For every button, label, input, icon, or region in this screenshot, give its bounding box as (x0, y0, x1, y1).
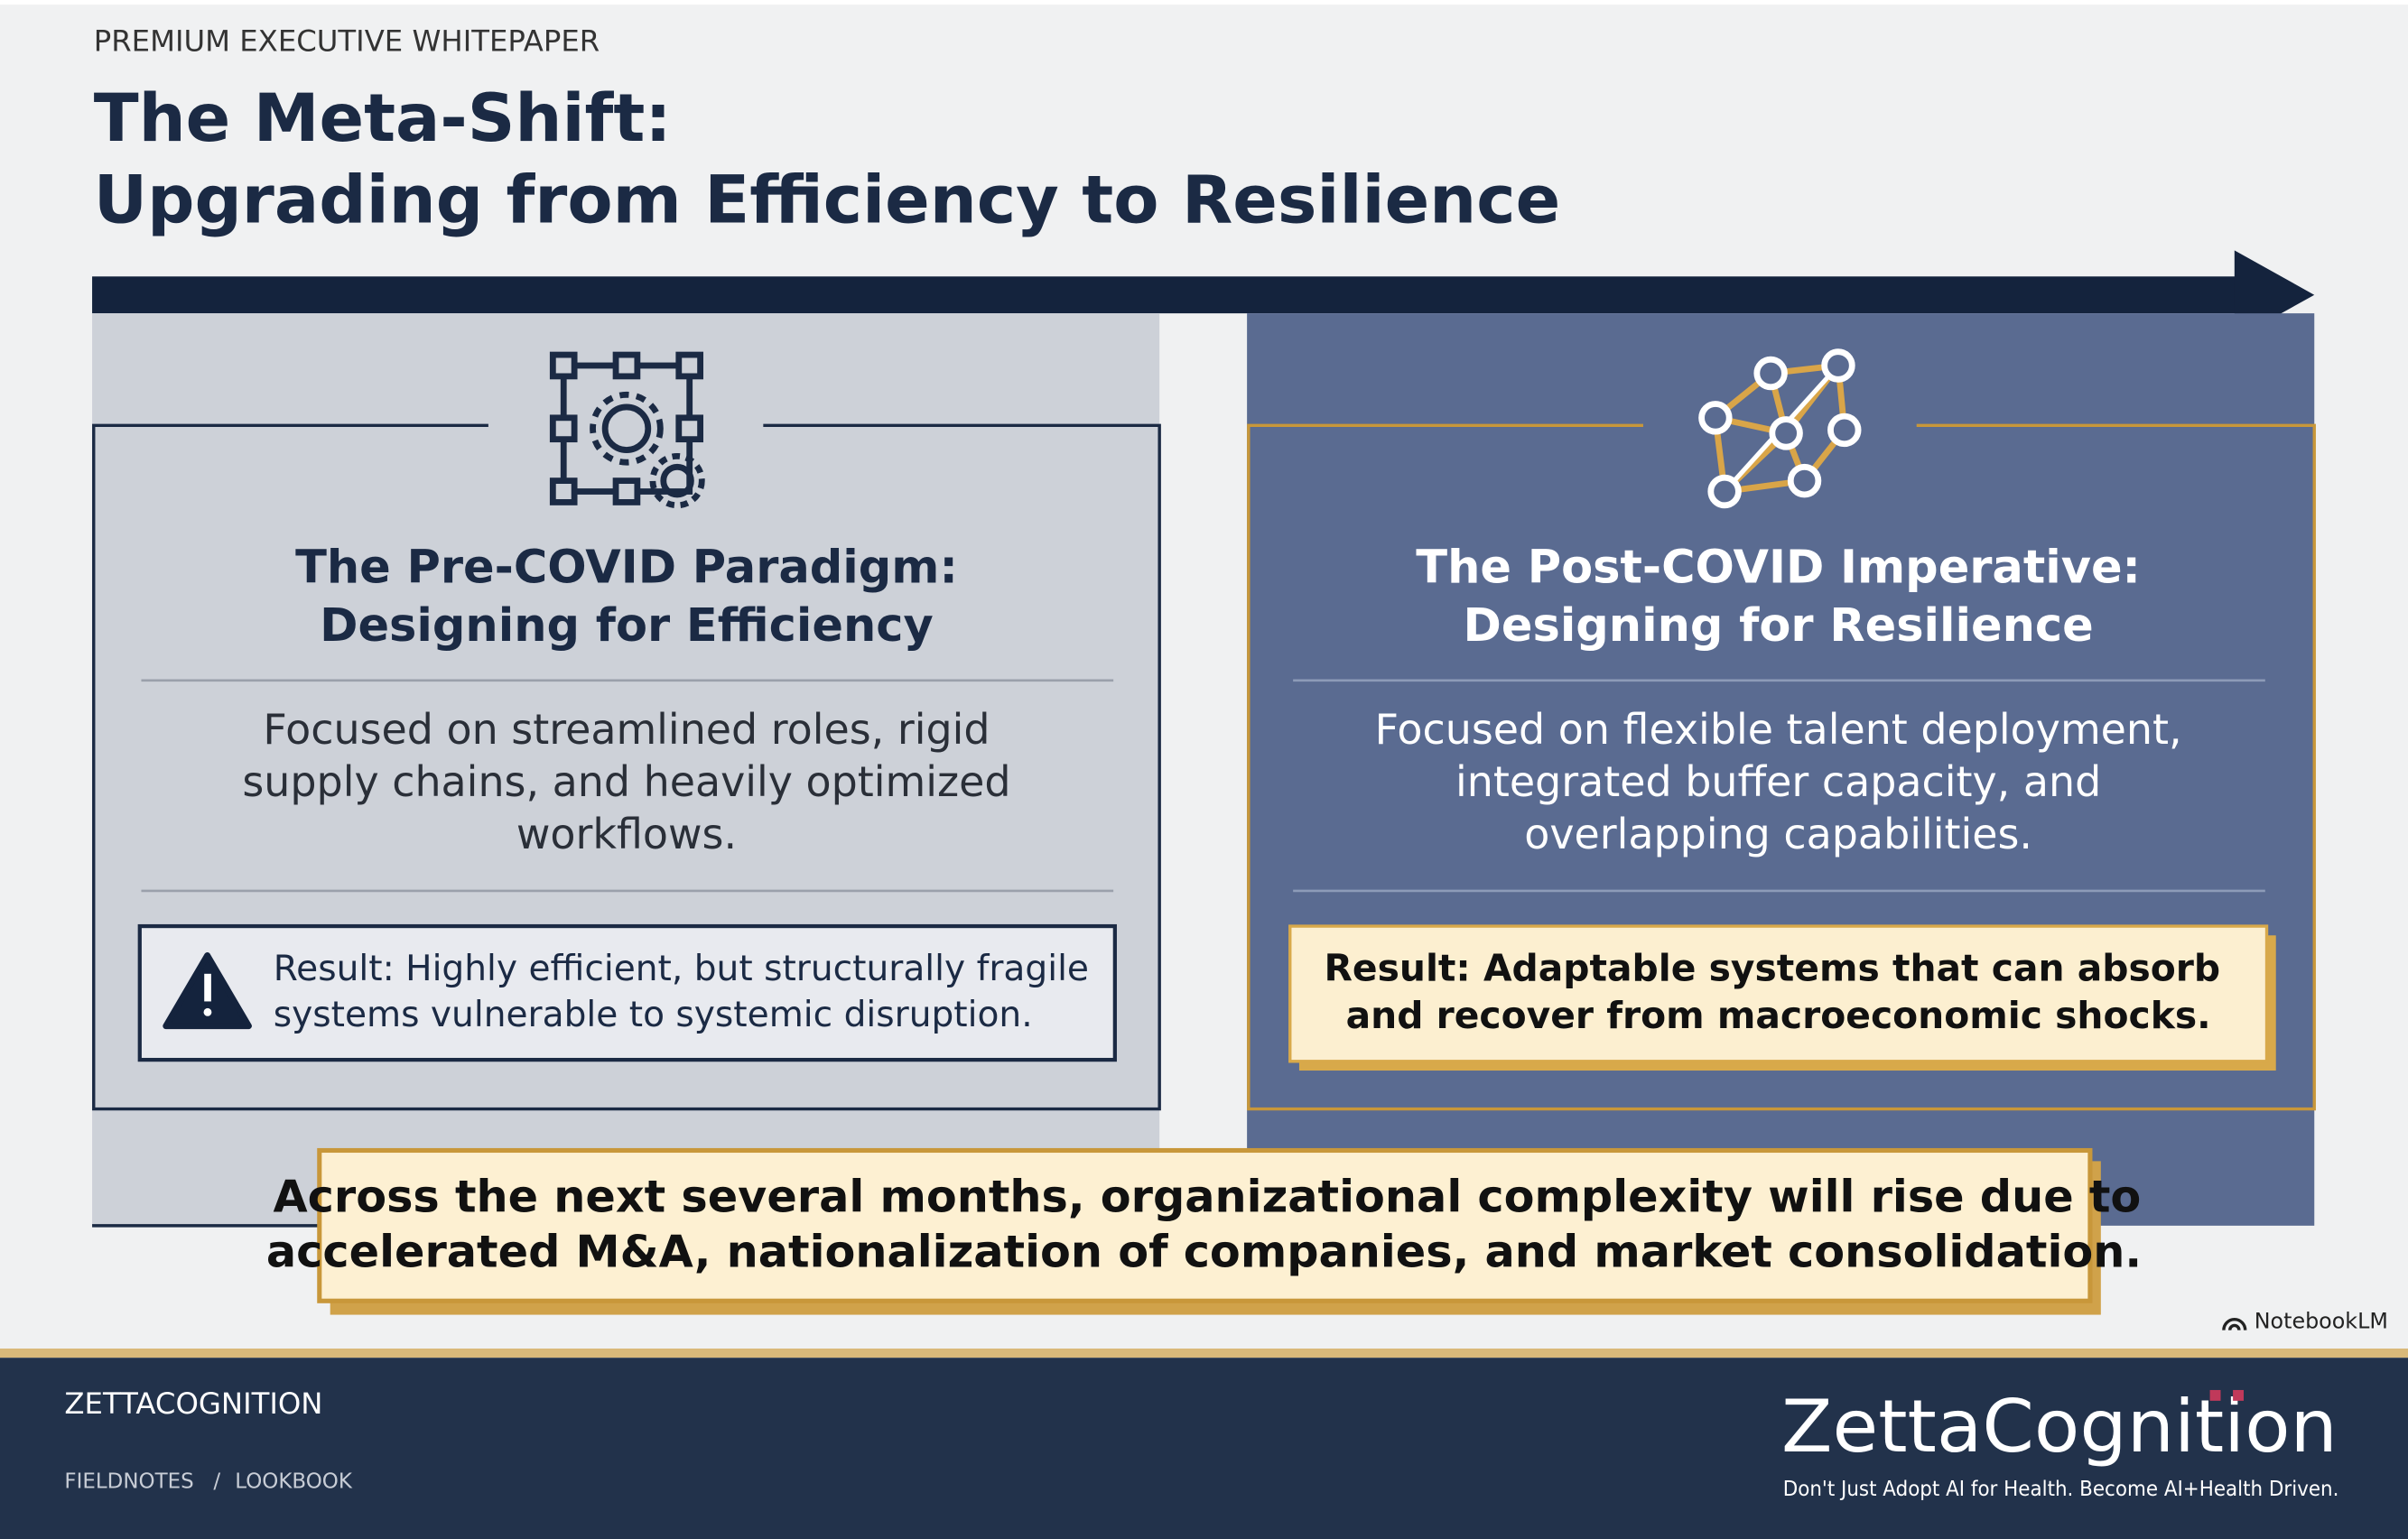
panel-body: workflows. (516, 810, 737, 858)
warning-icon (204, 973, 211, 1002)
warning-icon (203, 1007, 212, 1016)
eyebrow: PREMIUM EXECUTIVE WHITEPAPER (94, 24, 600, 59)
logo-dot (2233, 1389, 2245, 1401)
footer-brand: ZETTACOGNITION (64, 1386, 322, 1421)
footer-nav-link[interactable]: LOOKBOOK (235, 1470, 353, 1494)
panel-title: Designing for Efficiency (320, 599, 934, 653)
panel-bg (92, 313, 1160, 1226)
panel-body: Focused on flexible talent deployment, (1375, 705, 2182, 754)
network-icon (1698, 348, 1862, 509)
result-text: and recover from macroeconomic shocks. (1346, 994, 2211, 1037)
panel-frame (92, 423, 1161, 1111)
footer-accent (0, 1349, 2408, 1358)
title: The Meta-Shift: (94, 80, 672, 157)
arrow-bar (92, 276, 2243, 314)
callout-text: Across the next several months, organiza… (273, 1170, 2141, 1222)
panel-title: The Pre-COVID Paradigm: (295, 541, 958, 594)
result-text: systems vulnerable to systemic disruptio… (274, 995, 1033, 1035)
logo-dot (2209, 1389, 2221, 1401)
footer-nav-link[interactable]: FIELDNOTES (64, 1470, 193, 1494)
panel-title: Designing for Resilience (1464, 599, 2094, 653)
panel-bg (1247, 313, 2315, 1226)
top-border (0, 0, 2408, 5)
panel-frame (1247, 423, 2316, 1111)
watermark: NotebookLM (2255, 1309, 2388, 1334)
callout-box (317, 1147, 2093, 1303)
result-box (1288, 924, 2269, 1063)
grid-gear-icon (549, 351, 705, 509)
panel-body: supply chains, and heavily optimized (242, 757, 1010, 806)
footer-tagline: Don't Just Adopt AI for Health. Become A… (1783, 1478, 2339, 1501)
footer-bg (0, 1358, 2408, 1539)
panel-body: integrated buffer capacity, and (1455, 757, 2101, 806)
footer-logo: ZettaCognition (1781, 1385, 2338, 1469)
result-text: Result: Highly efficient, but structural… (274, 949, 1089, 989)
title: Upgrading from Efficiency to Resilience (94, 162, 1560, 238)
result-box (137, 923, 1117, 1062)
panel-body: Focused on streamlined roles, rigid (263, 705, 990, 754)
callout-text: accelerated M&A, nationalization of comp… (266, 1226, 2142, 1278)
panel-title: The Post-COVID Imperative: (1416, 541, 2141, 594)
result-text: Result: Adaptable systems that can absor… (1325, 946, 2221, 989)
watermark-icon (2222, 1317, 2247, 1330)
panel-body: overlapping capabilities. (1524, 810, 2032, 858)
footer-nav-separator: / (213, 1470, 220, 1494)
